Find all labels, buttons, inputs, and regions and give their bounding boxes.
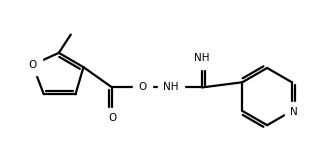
Text: N: N	[290, 107, 298, 117]
Text: NH: NH	[194, 53, 210, 63]
Text: O: O	[108, 113, 116, 123]
Text: NH: NH	[163, 82, 179, 92]
Text: O: O	[138, 82, 146, 92]
Text: O: O	[29, 60, 37, 70]
